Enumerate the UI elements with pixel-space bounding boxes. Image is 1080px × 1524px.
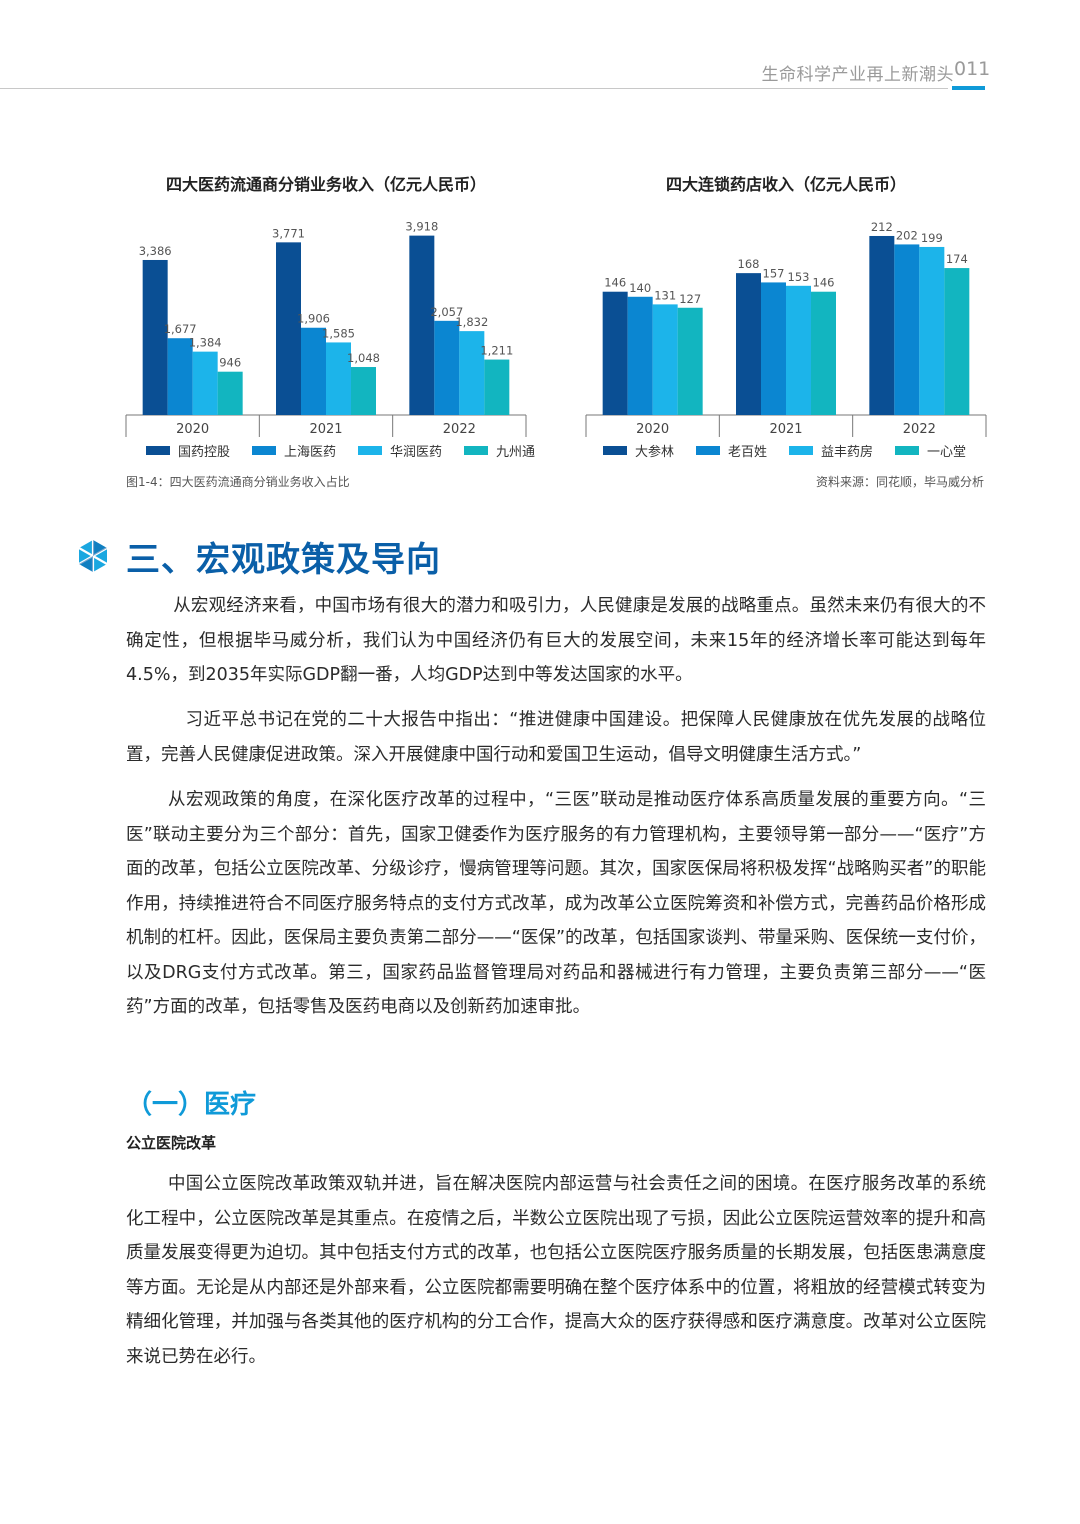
data-label: 199 [921, 231, 943, 245]
bar-九州通-2020 [217, 371, 243, 415]
data-label: 1,384 [189, 336, 222, 350]
legend-label: 大参林 [635, 445, 675, 460]
legend-item: 大参林 [603, 441, 674, 460]
legend-swatch [789, 446, 814, 455]
legend-label: 国药控股 [178, 445, 231, 460]
bar-国药控股-2020 [142, 259, 168, 415]
data-label: 146 [813, 276, 835, 290]
data-label: 131 [654, 288, 676, 302]
data-label: 1,211 [480, 344, 513, 358]
legend-swatch [696, 446, 721, 455]
subsection-title: （一）医疗 [126, 1090, 257, 1120]
source-caption: 资料来源：同花顺，毕马威分析 [815, 475, 984, 489]
data-label: 127 [679, 292, 701, 306]
legend-swatch [358, 446, 383, 455]
legend-item: 老百姓 [696, 441, 767, 460]
data-label: 146 [604, 276, 626, 290]
bar-华润医药-2021 [326, 342, 351, 415]
running-header-title: 生命科学产业再上新潮头 [761, 65, 954, 85]
bar-大参林-2021 [736, 273, 761, 415]
bar-一心堂-2020 [677, 307, 703, 415]
bar-一心堂-2021 [811, 291, 836, 415]
legend-label: 老百姓 [728, 445, 768, 460]
bar-一心堂-2022 [944, 268, 970, 415]
legend-item: 上海医药 [252, 441, 336, 460]
data-label: 946 [219, 356, 241, 370]
chart-1-title: 四大医药流通商分销业务收入（亿元人民币） [165, 175, 486, 194]
legend-item: 九州通 [464, 441, 535, 460]
legend-label: 一心堂 [927, 445, 967, 460]
x-tick-label: 2021 [309, 422, 342, 437]
header-rule [0, 88, 948, 89]
bar-大参林-2022 [869, 235, 895, 415]
bar-九州通-2022 [484, 359, 510, 415]
legend-item: 国药控股 [146, 441, 230, 460]
legend-label: 华润医药 [390, 445, 443, 460]
x-tick-label: 2022 [443, 422, 476, 437]
header-accent-bar [952, 86, 985, 90]
legend-item: 益丰药房 [789, 441, 873, 460]
data-label: 153 [788, 270, 810, 284]
data-label: 202 [896, 228, 918, 242]
section-snowflake-icon [78, 540, 108, 572]
bar-老百姓-2021 [761, 282, 786, 415]
bar-益丰药房-2021 [786, 285, 811, 415]
x-tick-label: 2020 [176, 422, 209, 437]
paragraph-three-medical-reform: 从宏观政策的角度，在深化医疗改革的过程中，“三医”联动是推动医疗体系高质量发展的… [126, 790, 986, 1017]
legend-swatch [252, 446, 277, 455]
data-label: 1,048 [347, 351, 380, 365]
chart-2-title: 四大连锁药店收入（亿元人民币） [665, 175, 906, 194]
bar-上海医药-2022 [434, 320, 460, 415]
data-label: 168 [738, 257, 760, 271]
chart-1-legend: 国药控股 上海医药 华润医药 九州通 [146, 441, 557, 460]
legend-swatch [146, 446, 170, 455]
page-number: 011 [954, 58, 991, 80]
bar-华润医药-2022 [459, 331, 485, 415]
subsection-heading: 公立医院改革 [126, 1134, 217, 1152]
data-label: 3,918 [405, 220, 438, 234]
x-tick-label: 2021 [769, 422, 802, 437]
legend-swatch [895, 446, 920, 455]
data-label: 3,386 [139, 244, 172, 258]
bar-益丰药房-2020 [652, 304, 678, 415]
figure-caption: 图1-4：四大医药流通商分销业务收入占比 [126, 475, 350, 489]
section-title: 三、宏观政策及导向 [126, 540, 441, 580]
bar-老百姓-2020 [627, 296, 653, 415]
paragraph-report-quote: 习近平总书记在党的二十大报告中指出：“推进健康中国建设。把保障人民健康放在优先发… [126, 710, 986, 765]
legend-label: 益丰药房 [821, 445, 874, 460]
legend-item: 一心堂 [895, 441, 966, 460]
paragraph-macro-economy: 从宏观经济来看，中国市场有很大的潜力和吸引力，人民健康是发展的战略重点。虽然未来… [126, 596, 986, 685]
data-label: 174 [946, 252, 968, 266]
bar-益丰药房-2022 [919, 246, 945, 415]
bar-九州通-2021 [351, 367, 376, 415]
bar-国药控股-2022 [409, 235, 435, 415]
bar-国药控股-2021 [276, 242, 301, 415]
legend-swatch [464, 446, 489, 455]
legend-swatch [603, 446, 627, 455]
data-label: 212 [871, 220, 893, 234]
legend-label: 九州通 [496, 445, 536, 460]
bar-上海医药-2020 [167, 338, 193, 415]
data-label: 2,057 [430, 305, 463, 319]
bar-华润医药-2020 [192, 351, 218, 415]
x-tick-label: 2022 [903, 422, 936, 437]
data-label: 1,677 [164, 322, 197, 336]
data-label: 157 [763, 266, 785, 280]
bar-老百姓-2022 [894, 244, 920, 415]
data-label: 1,906 [297, 312, 330, 326]
data-label: 3,771 [272, 226, 305, 240]
data-label: 140 [629, 281, 651, 295]
legend-item: 华润医药 [358, 441, 442, 460]
x-tick-label: 2020 [636, 422, 669, 437]
bar-大参林-2020 [602, 291, 628, 415]
legend-label: 上海医药 [284, 445, 337, 460]
data-label: 1,585 [322, 326, 355, 340]
paragraph-public-hospital-reform: 中国公立医院改革政策双轨并进，旨在解决医院内部运营与社会责任之间的困境。在医疗服… [126, 1174, 986, 1367]
data-label: 1,832 [455, 315, 488, 329]
bar-上海医药-2021 [301, 327, 326, 415]
chart-2-legend: 大参林 老百姓 益丰药房 一心堂 [603, 441, 988, 460]
